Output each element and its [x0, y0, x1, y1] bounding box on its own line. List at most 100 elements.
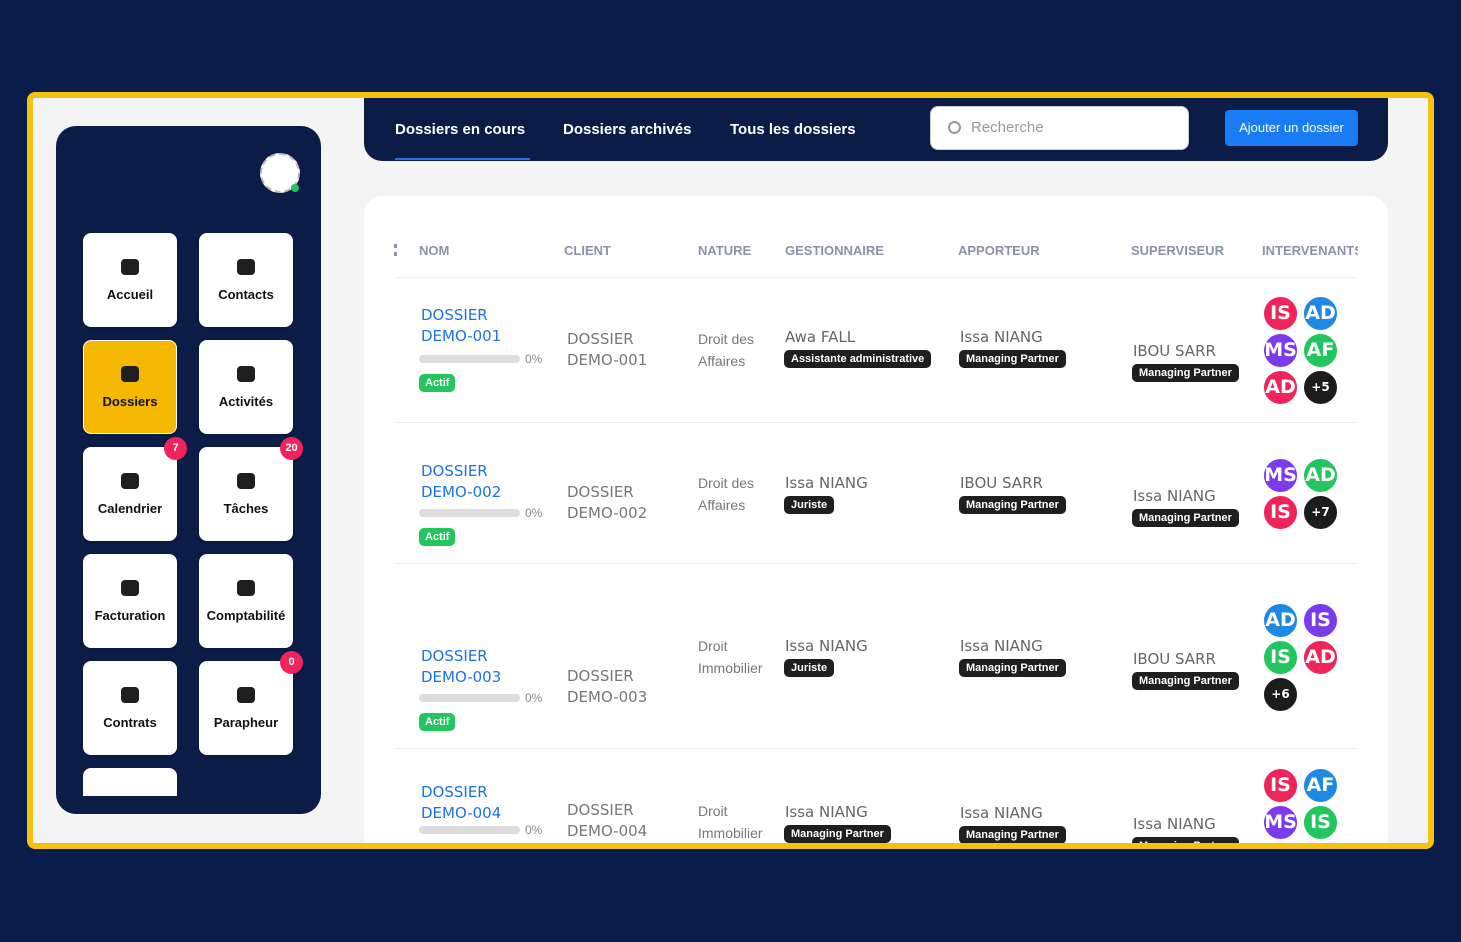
avatar: IS	[1302, 804, 1339, 841]
superviseur-role: Managing Partner	[1132, 672, 1239, 690]
menu-label[interactable]: Parapheur	[213, 715, 279, 730]
dossier-name[interactable]: DOSSIER DEMO-003	[421, 647, 502, 686]
avatar: MS	[1262, 332, 1299, 369]
avatar: AD	[1262, 369, 1299, 406]
menu-label[interactable]: Activités	[218, 394, 274, 409]
menu-label[interactable]: Contacts	[218, 287, 274, 302]
menu-tile[interactable]	[199, 661, 293, 755]
menu-tile[interactable]	[199, 233, 293, 327]
column-header: APPORTEUR	[958, 243, 1040, 258]
superviseur-role: Managing Partner	[1132, 364, 1239, 382]
progress-track	[419, 509, 520, 517]
search-icon	[948, 121, 961, 134]
apporteur-role: Managing Partner	[959, 659, 1066, 677]
menu-tile[interactable]	[83, 554, 177, 648]
header-separator	[396, 277, 1356, 278]
client-name: DOSSIER DEMO-004	[567, 801, 648, 840]
avatar: MS	[1262, 457, 1299, 494]
menu-label[interactable]: Tâches	[223, 501, 269, 516]
gestionnaire-name: Issa NIANG	[785, 803, 868, 821]
menu-tile[interactable]	[83, 447, 177, 541]
apporteur-role: Managing Partner	[959, 826, 1066, 843]
avatar: +5	[1302, 369, 1339, 406]
search-box[interactable]	[930, 106, 1189, 150]
menu-label[interactable]: Dossiers	[102, 394, 158, 409]
menu-label[interactable]: Accueil	[106, 287, 154, 302]
row-separator	[396, 422, 1356, 423]
menu-tile[interactable]	[199, 554, 293, 648]
menu-icon	[121, 687, 139, 703]
menu-tile[interactable]	[83, 233, 177, 327]
menu-label[interactable]: Contrats	[103, 715, 157, 730]
menu-icon	[237, 366, 255, 382]
menu-label[interactable]: Calendrier	[97, 501, 163, 516]
avatar: IS	[1262, 767, 1299, 804]
column-header: GESTIONNAIRE	[785, 243, 884, 258]
gestionnaire-name: Awa FALL	[785, 328, 856, 346]
column-handle	[394, 244, 397, 256]
tab[interactable]: Dossiers archivés	[563, 121, 692, 138]
column-header: CLIENT	[564, 243, 611, 258]
tab-underline	[395, 158, 530, 160]
nature: Droit des Affaires	[698, 331, 755, 369]
menu-icon	[121, 473, 139, 489]
avatar: AD	[1302, 295, 1339, 332]
superviseur-name: IBOU SARR	[1133, 650, 1216, 668]
client-name: DOSSIER DEMO-001	[567, 330, 648, 369]
superviseur-name: Issa NIANG	[1133, 815, 1216, 833]
menu-label[interactable]: Facturation	[94, 608, 166, 623]
avatar: AD	[1262, 602, 1299, 639]
client-name: DOSSIER DEMO-003	[567, 667, 648, 706]
menu-tile[interactable]	[199, 340, 293, 434]
menu-icon	[121, 259, 139, 275]
superviseur-name: IBOU SARR	[1133, 342, 1216, 360]
apporteur-name: Issa NIANG	[960, 328, 1043, 346]
column-header: INTERVENANTS	[1262, 243, 1358, 258]
dossier-name[interactable]: DOSSIER DEMO-001	[421, 306, 502, 345]
gestionnaire-role: Juriste	[784, 496, 835, 514]
add-button[interactable]: Ajouter un dossier	[1225, 110, 1358, 146]
avatar: IS	[1302, 602, 1339, 639]
dossier-name[interactable]: DOSSIER DEMO-004	[421, 783, 502, 822]
superviseur-role: Managing Partner	[1132, 837, 1239, 843]
avatar: +7	[1302, 494, 1339, 531]
gestionnaire-name: Issa NIANG	[785, 474, 868, 492]
progress-track	[419, 694, 520, 702]
avatar: AF	[1302, 332, 1339, 369]
avatar: AD	[1302, 457, 1339, 494]
search-placeholder: Recherche	[971, 119, 1044, 136]
menu-icon	[237, 259, 255, 275]
gestionnaire-name: Issa NIANG	[785, 637, 868, 655]
tab[interactable]: Dossiers en cours	[395, 121, 526, 138]
status-badge: Actif	[419, 528, 456, 546]
progress-label: 0%	[525, 352, 543, 366]
status-badge: Actif	[419, 713, 456, 731]
column-header: NATURE	[698, 243, 752, 258]
superviseur-role: Managing Partner	[1132, 509, 1239, 527]
avatar: IS	[1262, 295, 1299, 332]
nature: Droit Immobilier	[698, 638, 763, 676]
dossier-name[interactable]: DOSSIER DEMO-002	[421, 462, 502, 501]
gestionnaire-role: Managing Partner	[784, 825, 891, 843]
menu-tile[interactable]	[83, 340, 177, 434]
gestionnaire-role: Juriste	[784, 659, 835, 677]
nature: Droit Immobilier	[698, 803, 763, 841]
menu-tile[interactable]	[199, 447, 293, 541]
progress-track	[419, 826, 520, 834]
row-separator	[396, 563, 1356, 564]
menu-icon	[237, 473, 255, 489]
tab[interactable]: Tous les dossiers	[730, 121, 856, 138]
column-header: NOM	[419, 243, 450, 258]
menu-icon	[121, 580, 139, 596]
menu-label[interactable]: Comptabilité	[206, 608, 286, 623]
menu-icon	[237, 580, 255, 596]
avatar: IS	[1262, 494, 1299, 531]
progress-track	[419, 355, 520, 363]
apporteur-name: Issa NIANG	[960, 637, 1043, 655]
nature: Droit des Affaires	[698, 475, 755, 513]
menu-badge: 0	[280, 651, 303, 674]
menu-badge: 20	[280, 437, 303, 460]
top-bar	[364, 98, 1388, 161]
menu-tile[interactable]	[83, 661, 177, 755]
apporteur-role: Managing Partner	[959, 496, 1066, 514]
